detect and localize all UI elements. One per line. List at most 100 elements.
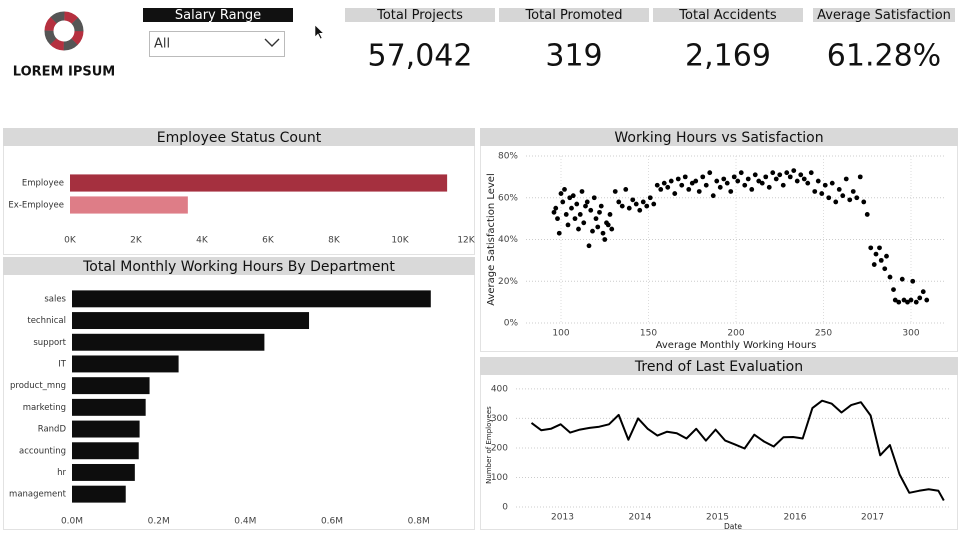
y-tick-label: 0% [504,319,519,329]
category-label: product_mng [10,381,66,391]
point [572,216,578,222]
slicer-header [143,8,293,22]
point [630,197,636,203]
point [847,197,853,203]
point [672,191,678,196]
x-tick-label: 2017 [861,513,884,523]
panel-title: Trend of Last Evaluation [634,359,803,375]
point [822,182,828,188]
panel-title: Total Monthly Working Hours By Departmen… [82,259,395,275]
point [850,189,856,194]
point [808,170,814,176]
panel-header [3,128,475,146]
y-tick-label: 20% [498,277,518,287]
point [871,262,877,267]
kpi-label: Total Accidents [678,8,777,23]
y-axis-label: Number of Employees [485,406,493,484]
point [784,170,790,176]
x-tick-label: 6K [262,236,275,246]
point [565,222,571,228]
logo-center [58,25,70,37]
point [679,182,685,188]
point [854,195,860,201]
point [588,207,594,213]
point [591,195,597,201]
point [675,176,681,182]
point [892,297,898,303]
point [908,297,914,303]
point [644,203,650,209]
point [805,180,811,186]
point [583,203,588,209]
point [707,170,713,176]
point [586,243,592,249]
logo-text: LOREM IPSUM [13,65,115,80]
point [840,193,846,199]
point [590,228,595,234]
point [882,266,888,272]
point [819,191,825,196]
x-tick-label: 12K [457,236,475,246]
bar [72,377,150,395]
category-label: Employee [22,179,64,189]
point [833,199,839,205]
point [560,199,566,205]
point [738,170,744,176]
point [777,172,783,178]
point [567,195,573,201]
point [791,168,797,174]
x-tick-label: 2014 [629,513,652,523]
point [605,222,611,228]
kpi-label: Total Projects [376,8,463,23]
bar [72,420,140,438]
logo [44,11,84,51]
category-label: marketing [23,403,66,413]
point [665,184,671,190]
point [612,189,618,194]
category-label: support [33,338,66,348]
x-tick-label: 100 [552,329,569,339]
point [728,189,734,194]
point [864,212,870,217]
point [829,180,835,186]
point [654,182,660,188]
point [749,187,755,192]
bar [72,333,265,351]
point [917,295,923,301]
x-tick-label: 2016 [784,513,807,523]
point [569,205,574,211]
point [556,230,562,236]
point [562,187,567,192]
kpi-value: 319 [545,39,602,74]
point [913,299,919,305]
kpi-value: 61.28% [827,39,941,74]
point [884,253,889,259]
point [812,189,818,194]
x-tick-label: 0.2M [148,517,170,527]
point [616,199,622,205]
point [899,276,905,282]
point [600,230,606,236]
point [787,174,793,180]
point [577,212,583,217]
slicer-dropdown[interactable] [149,31,285,57]
x-tick-label: 200 [727,329,744,339]
point [579,189,585,194]
point [696,189,702,194]
slicer-title: Salary Range [175,8,261,23]
point [593,216,599,222]
point [763,174,769,180]
x-tick-label: 0.4M [234,517,256,527]
point [555,216,560,222]
kpi-header [345,8,495,22]
point [877,245,882,251]
y-tick-label: 0 [502,503,508,513]
x-tick-label: 10K [391,236,409,246]
point [836,187,842,192]
point [576,226,581,232]
x-tick-label: 2K [130,236,143,246]
point [633,201,639,207]
panel-header [3,257,475,275]
point [647,195,653,201]
point [920,289,926,295]
